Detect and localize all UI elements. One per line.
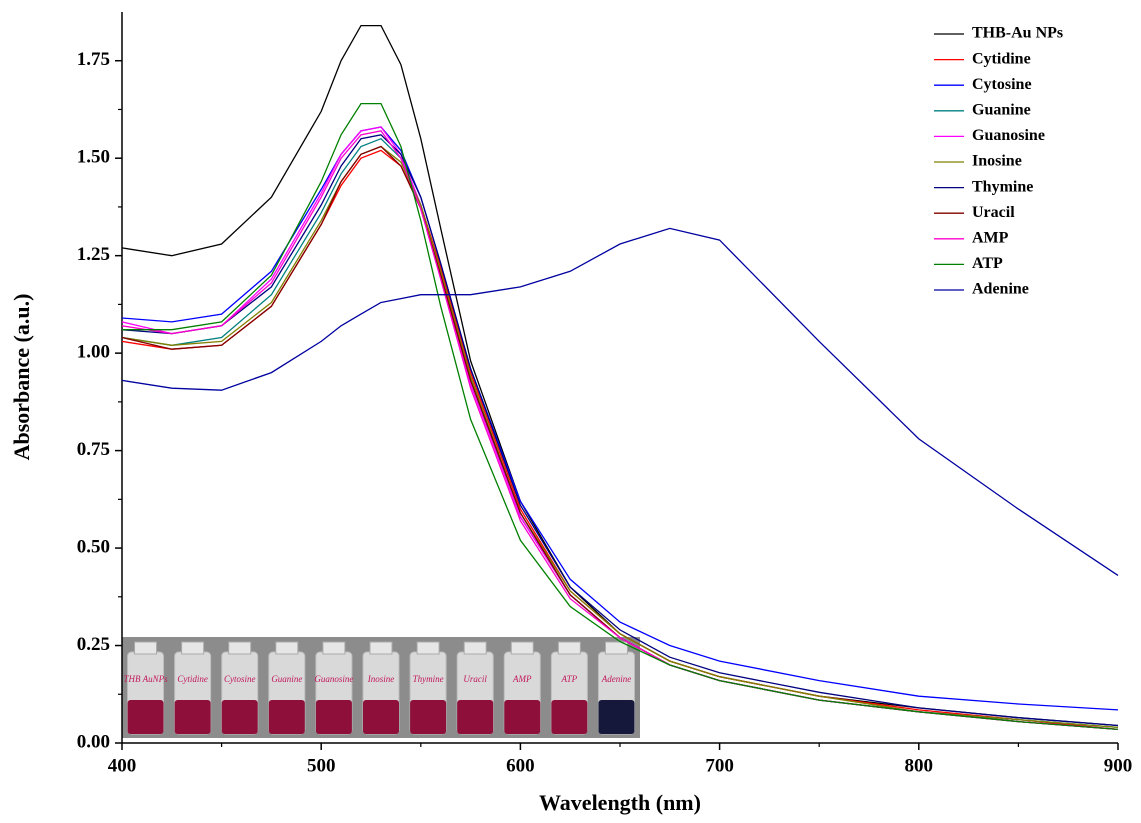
legend-label: ATP [972, 255, 1003, 272]
legend-label: Cytidine [972, 50, 1031, 67]
x-tick-label: 600 [506, 755, 535, 776]
vial-label: ATP [561, 674, 578, 684]
legend-label: Guanine [972, 101, 1031, 118]
vial-cap [463, 641, 487, 655]
inset-photo: THB AuNPs Cytidine Cytosine Guanine Guanosin… [122, 637, 640, 738]
vial-label: AMP [512, 674, 532, 684]
vial-liquid [363, 700, 399, 734]
vial-cap [510, 641, 534, 655]
vial-label: Guanine [271, 674, 302, 684]
vial-label: THB AuNPs [123, 674, 168, 684]
legend-label: Uracil [972, 204, 1015, 221]
x-tick-label: 400 [108, 755, 137, 776]
x-tick-label: 500 [307, 755, 336, 776]
vial-label: Adenine [601, 674, 632, 684]
vial-cap [604, 641, 628, 655]
x-axis-title: Wavelength (nm) [539, 790, 701, 815]
legend-label: AMP [972, 229, 1009, 246]
data-line [121, 134, 1119, 727]
vial-liquid [551, 700, 588, 734]
vial-cap [369, 641, 393, 655]
y-tick-label: 1.75 [77, 49, 110, 70]
y-tick-label: 1.00 [77, 341, 110, 362]
legend-label: Thymine [972, 178, 1033, 195]
y-tick-label: 0.50 [77, 536, 110, 557]
y-tick-label: 1.25 [77, 244, 110, 265]
vial-liquid [457, 700, 494, 734]
data-line [121, 126, 1119, 711]
x-tick-label: 900 [1104, 755, 1133, 776]
vial-label: Guanosine [314, 674, 353, 684]
vial-cap [275, 641, 299, 655]
x-tick-label: 700 [705, 755, 734, 776]
legend-label: THB-Au NPs [972, 25, 1063, 42]
legend-label: Inosine [972, 153, 1022, 170]
legend-label: Cytosine [972, 76, 1032, 93]
vial-liquid [268, 700, 305, 734]
vial-cap [322, 641, 346, 655]
vial-label: Thymine [413, 674, 444, 684]
vial-label: Inosine [367, 674, 395, 684]
vial-liquid [127, 700, 164, 734]
vial-label: Uracil [463, 674, 487, 684]
y-tick-label: 1.50 [77, 147, 110, 168]
vial-liquid [174, 700, 211, 734]
legend-label: Adenine [972, 281, 1029, 298]
legend-label: Guanosine [972, 127, 1045, 144]
vial-liquid [410, 700, 447, 734]
vial-cap [181, 641, 205, 655]
vial-cap [416, 641, 440, 655]
vial-liquid [221, 700, 258, 734]
vial-label: Cytidine [177, 674, 208, 684]
vial-label: Cytosine [224, 674, 256, 684]
vial-liquid [504, 700, 541, 734]
data-line [121, 145, 1119, 729]
y-tick-label: 0.25 [77, 634, 110, 655]
data-line [121, 227, 1119, 576]
data-line [121, 24, 1119, 727]
y-tick-label: 0.00 [77, 731, 110, 752]
vial-cap [228, 641, 252, 655]
y-axis-title: Absorbance (a.u.) [9, 294, 34, 461]
y-tick-label: 0.75 [77, 439, 110, 460]
vial-liquid [598, 700, 635, 734]
vial-cap [134, 641, 158, 655]
vial-liquid [315, 700, 352, 734]
x-tick-label: 800 [905, 755, 934, 776]
vial-cap [557, 641, 581, 655]
data-line [122, 102, 1119, 731]
